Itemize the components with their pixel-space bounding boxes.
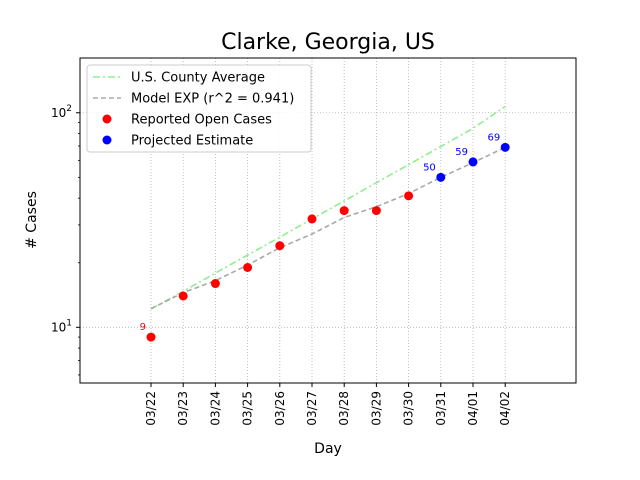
legend-label: Reported Open Cases xyxy=(131,113,272,128)
x-tick-label: 03/29 xyxy=(369,391,383,426)
x-tick-label: 03/22 xyxy=(144,391,158,426)
legend-label: U.S. County Average xyxy=(131,71,265,86)
data-point xyxy=(307,214,317,224)
data-label: 50 xyxy=(423,162,436,173)
y-tick-base: 10 xyxy=(51,320,66,334)
x-tick-label: 03/24 xyxy=(208,391,222,426)
data-point xyxy=(436,172,446,182)
data-point xyxy=(404,191,414,201)
x-tick-label: 03/25 xyxy=(241,391,255,426)
legend-marker xyxy=(102,114,112,124)
data-point xyxy=(146,332,156,342)
data-point xyxy=(371,206,381,216)
legend-label: Model EXP (r^2 = 0.941) xyxy=(131,92,294,107)
data-label: 59 xyxy=(455,147,468,158)
y-tick-exponent: 2 xyxy=(66,104,72,114)
plot-frame xyxy=(79,57,577,384)
chart-title: Clarke, Georgia, US xyxy=(221,30,435,55)
data-point xyxy=(210,279,220,289)
y-axis-title: # Cases xyxy=(24,191,40,249)
x-tick-label: 03/31 xyxy=(434,391,448,426)
data-point xyxy=(178,291,188,301)
x-tick-label: 03/26 xyxy=(273,391,287,426)
x-tick-label: 03/28 xyxy=(337,391,351,426)
x-tick-label: 03/30 xyxy=(402,391,416,426)
legend-marker xyxy=(102,135,112,145)
x-tick-label: 03/23 xyxy=(176,391,190,426)
data-label: 9 xyxy=(140,322,146,333)
y-tick-label: 102 xyxy=(51,104,72,120)
legend: U.S. County Average Model EXP (r^2 = 0.94… xyxy=(86,64,312,153)
x-tick-label: 04/01 xyxy=(466,391,480,426)
x-tick-label: 04/02 xyxy=(498,391,512,426)
legend-box xyxy=(86,64,312,153)
axis-ticks: 03/22 03/23 03/24 03/25 03/26 03/27 03/28 03/29… xyxy=(51,104,512,426)
data-point xyxy=(243,262,253,272)
legend-label: Projected Estimate xyxy=(131,134,253,149)
series-line xyxy=(150,146,506,310)
y-tick-label: 101 xyxy=(51,318,72,334)
series-layer: 9 50 59 69 xyxy=(140,105,510,342)
data-point xyxy=(339,206,349,216)
x-tick-label: 03/27 xyxy=(305,391,319,426)
data-point xyxy=(468,157,478,167)
data-point xyxy=(500,142,510,152)
x-axis-title: Day xyxy=(314,441,342,457)
data-point xyxy=(275,241,285,251)
y-tick-base: 10 xyxy=(51,106,66,120)
y-tick-exponent: 1 xyxy=(66,318,72,328)
data-label: 69 xyxy=(487,132,500,143)
